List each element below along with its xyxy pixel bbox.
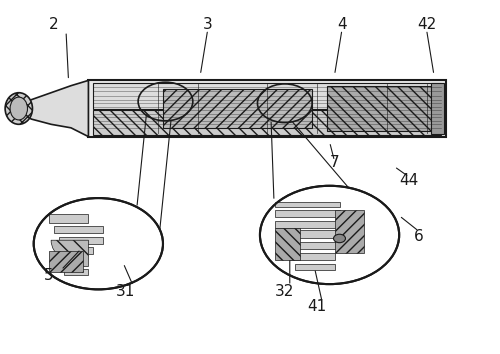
Text: 42: 42 [417,17,436,32]
Circle shape [334,234,345,243]
Bar [58,247,94,254]
Bar [334,210,364,252]
Bar [280,230,344,239]
Text: 5: 5 [44,268,54,283]
Bar [88,80,446,137]
Bar [54,258,84,265]
Text: 44: 44 [400,173,418,188]
Text: 32: 32 [275,284,294,299]
Bar [48,251,84,272]
Bar [285,242,340,249]
Circle shape [34,198,163,289]
Ellipse shape [10,97,28,120]
Bar [432,83,444,134]
Text: 3: 3 [203,17,212,32]
Text: 4: 4 [337,17,347,32]
Bar [48,214,88,223]
Bar [94,83,442,109]
Wedge shape [51,240,88,267]
Text: 7: 7 [330,155,340,171]
Text: 41: 41 [308,299,327,314]
Bar [94,110,442,135]
Text: 31: 31 [116,284,136,299]
Bar [327,86,442,131]
Bar [275,201,340,207]
Bar [295,264,335,270]
Bar [290,252,335,259]
Bar [54,226,104,233]
Bar [275,221,344,228]
Bar [275,210,340,217]
Circle shape [260,186,399,284]
Ellipse shape [5,93,32,124]
Text: 6: 6 [414,229,424,244]
Bar [163,89,312,128]
Bar [275,228,299,259]
Bar [58,237,104,244]
Bar [64,269,88,275]
Text: 2: 2 [49,17,58,32]
Polygon shape [16,80,88,137]
